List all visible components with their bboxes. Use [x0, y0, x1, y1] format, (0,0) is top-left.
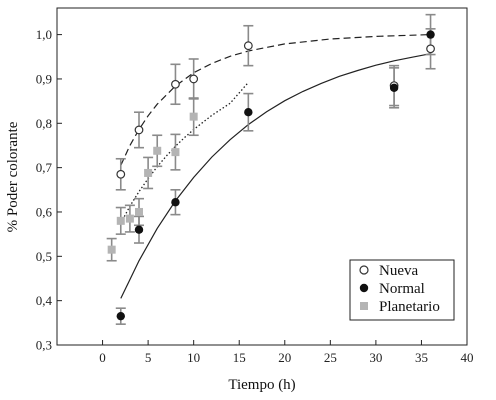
- y-tick-label: 0,5: [36, 249, 52, 264]
- legend-nueva-marker: [359, 265, 369, 275]
- x-tick-label: 40: [461, 350, 474, 365]
- y-tick-label: 0,6: [36, 204, 53, 219]
- y-tick-label: 0,4: [36, 293, 53, 308]
- point-normal: [389, 83, 399, 93]
- plot-frame: [56, 7, 468, 346]
- point-nueva: [134, 125, 144, 135]
- point-normal: [116, 311, 125, 321]
- legend-normal-marker: [359, 283, 369, 293]
- x-tick-label: 15: [233, 350, 246, 365]
- point-normal: [426, 30, 435, 39]
- y-tick-label: 0,3: [36, 338, 52, 353]
- data-markers: [107, 30, 435, 321]
- legend-normal-label: Normal: [379, 281, 425, 297]
- legend: Nueva Normal Planetario: [349, 259, 455, 321]
- point-nueva: [189, 74, 199, 84]
- x-tick-label: 25: [324, 350, 337, 365]
- point-normal: [134, 225, 144, 234]
- x-tick-label: 10: [187, 350, 200, 365]
- point-planetario: [135, 207, 143, 216]
- point-nueva: [426, 44, 435, 54]
- fit-curve-planetario: [120, 82, 249, 224]
- point-planetario: [116, 216, 125, 225]
- y-axis-title: % Poder colorante: [5, 121, 21, 232]
- x-tick-label: 35: [415, 350, 428, 365]
- legend-planetario-marker: [360, 302, 368, 310]
- point-planetario: [125, 214, 134, 223]
- point-nueva: [116, 169, 126, 179]
- x-tick-label: 0: [99, 350, 106, 365]
- point-planetario: [144, 168, 153, 177]
- point-planetario: [171, 148, 180, 157]
- legend-nueva-label: Nueva: [379, 263, 418, 279]
- y-tick-label: 1,0: [36, 27, 52, 42]
- y-tick-label: 0,8: [36, 116, 52, 131]
- point-normal: [244, 108, 253, 117]
- fit-curves: [120, 34, 431, 299]
- point-planetario: [153, 146, 162, 155]
- y-tick-label: 0,7: [36, 160, 53, 175]
- x-tick-label: 20: [278, 350, 291, 365]
- point-normal: [171, 198, 180, 207]
- point-planetario: [189, 112, 198, 121]
- point-nueva: [243, 41, 253, 51]
- axis-ticks: 0 5 10 15 20 25 30 35 40 0,3 0,4 0,5 0,6 0,7 0,8 0,9 1,0: [36, 27, 474, 365]
- fit-curve-nueva: [120, 34, 431, 166]
- point-nueva: [171, 79, 180, 89]
- x-axis-title: Tiempo (h): [228, 377, 295, 393]
- legend-planetario-label: Planetario: [379, 299, 440, 315]
- x-tick-label: 30: [369, 350, 382, 365]
- y-tick-label: 0,9: [36, 71, 52, 86]
- point-planetario: [107, 245, 116, 254]
- x-tick-label: 5: [145, 350, 152, 365]
- fit-curve-normal: [120, 53, 431, 299]
